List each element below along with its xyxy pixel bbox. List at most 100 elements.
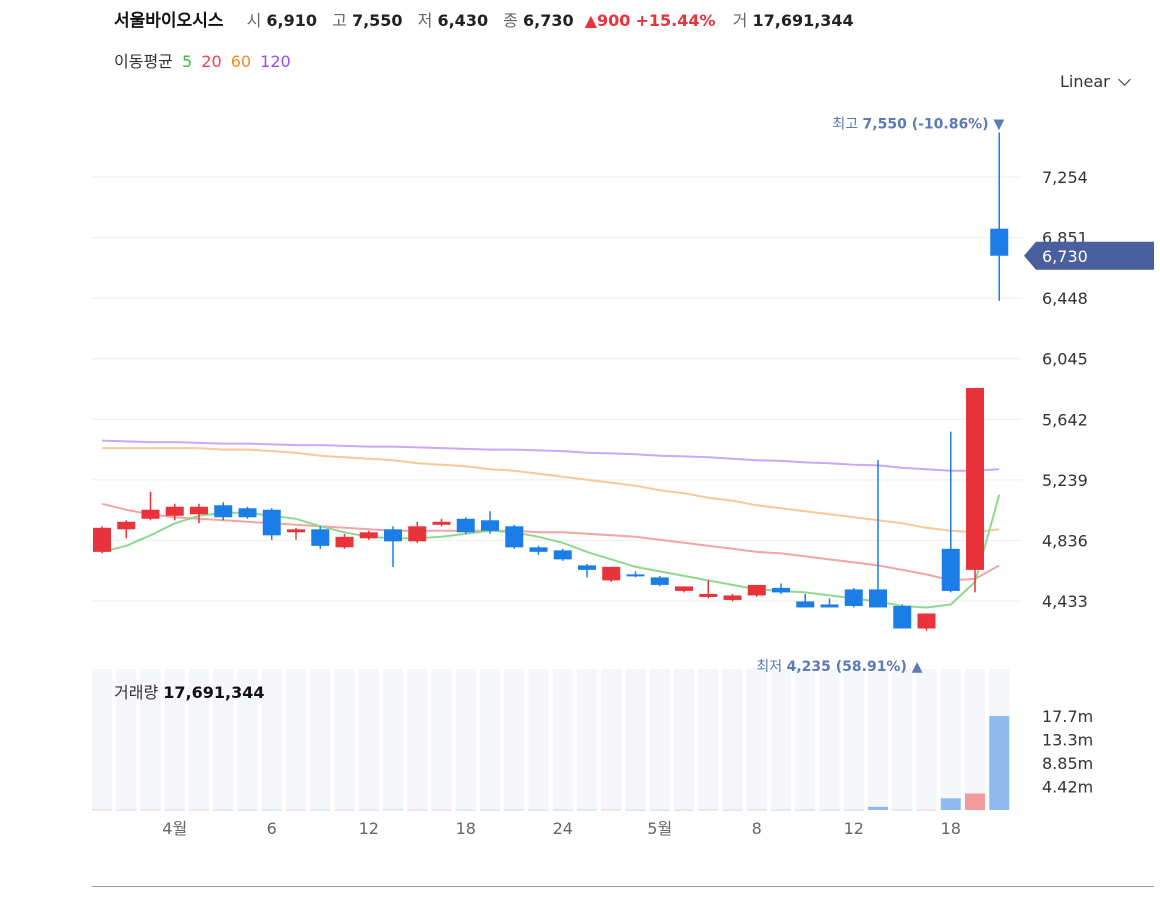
volume-column-bg xyxy=(940,669,961,810)
ma-legend-60[interactable]: 60 xyxy=(230,52,252,71)
ma-legend-20[interactable]: 20 xyxy=(201,52,222,71)
candle-body xyxy=(456,518,475,533)
candle-body xyxy=(772,587,790,593)
candle xyxy=(93,526,111,554)
volume-column-bg xyxy=(140,669,161,810)
ma-legend-5[interactable]: 5 xyxy=(181,52,193,71)
high-label: 고 xyxy=(332,11,347,30)
date-tick-label: 18 xyxy=(456,819,476,838)
volume-column-bg xyxy=(577,669,597,810)
price-tick-label: 5,239 xyxy=(1042,471,1088,490)
volume-column-bg xyxy=(504,669,525,810)
candle xyxy=(359,530,378,540)
volume-bar xyxy=(140,809,161,811)
candle xyxy=(699,580,718,599)
candle-body xyxy=(893,605,912,629)
volume-bar xyxy=(552,809,573,811)
scale-dropdown[interactable]: Linear xyxy=(1060,72,1131,91)
volume-bar xyxy=(92,809,112,811)
volume-column-bg xyxy=(92,669,112,810)
moving-average-ma20 xyxy=(101,502,1000,582)
volume-column-bg xyxy=(819,669,840,810)
volume-bar xyxy=(940,798,961,810)
volume-column-bg xyxy=(383,669,403,810)
volume-bar xyxy=(577,809,597,811)
volume-bar xyxy=(334,809,355,811)
candle xyxy=(941,431,960,593)
candle xyxy=(311,526,330,549)
candle-body xyxy=(481,520,499,531)
volume-column-bg xyxy=(431,669,452,810)
volume-bar xyxy=(164,809,185,811)
date-tick-label: 5월 xyxy=(647,819,672,838)
volume-tick-label: 17.7m xyxy=(1042,707,1093,726)
candle-body xyxy=(141,509,160,519)
moving-average-ma60 xyxy=(102,447,1000,534)
stock-name: 서울바이오시스 xyxy=(114,11,224,31)
volume-bar xyxy=(722,809,743,811)
candles xyxy=(93,132,1009,631)
candle-body xyxy=(505,526,524,548)
volume-bar xyxy=(989,716,1010,810)
candle xyxy=(117,520,136,539)
candle-body xyxy=(675,586,693,591)
candle-body xyxy=(699,593,718,597)
candle-body xyxy=(820,604,839,608)
candle-body xyxy=(917,613,936,629)
current-price-label: 6,730 xyxy=(1042,247,1088,266)
candle-body xyxy=(311,529,330,546)
candle-body xyxy=(650,577,669,585)
volume-bar xyxy=(892,809,913,811)
volume-bar xyxy=(868,806,888,810)
volume-column-bg xyxy=(189,669,209,810)
candle xyxy=(626,571,645,578)
price-tick-label: 5,642 xyxy=(1042,410,1088,429)
volume-bar xyxy=(383,809,403,811)
candle xyxy=(869,460,887,608)
volume-bar xyxy=(843,809,864,811)
open-label: 시 xyxy=(246,11,262,30)
volume-bar xyxy=(407,809,428,811)
volume-bar xyxy=(795,809,816,811)
volume-bar xyxy=(431,809,452,811)
price-tick-label: 6,045 xyxy=(1042,350,1088,369)
change-value: ▲900 xyxy=(584,11,631,30)
volume-bar xyxy=(601,809,622,811)
volume-column-bg xyxy=(358,669,379,810)
volume-bar xyxy=(916,809,937,811)
volume-column-bg xyxy=(698,669,719,810)
volume-column-bg xyxy=(746,669,767,810)
candle-body xyxy=(578,565,596,570)
volume-column-bg xyxy=(601,669,622,810)
candle-body xyxy=(844,589,863,606)
candle xyxy=(553,548,572,561)
candle xyxy=(190,503,208,524)
candle xyxy=(238,506,257,519)
candle xyxy=(141,491,160,521)
candle xyxy=(165,503,184,521)
date-tick-label: 4월 xyxy=(162,819,187,838)
candle xyxy=(578,563,596,578)
candle xyxy=(650,575,669,587)
volume-bar xyxy=(771,809,791,811)
date-tick-label: 24 xyxy=(553,819,573,838)
candle xyxy=(893,604,912,629)
candle-body xyxy=(966,388,984,570)
ma-legend-120[interactable]: 120 xyxy=(260,52,291,71)
candle xyxy=(481,511,499,534)
candle xyxy=(456,517,475,534)
candle xyxy=(820,598,839,608)
volume-column-bg xyxy=(868,669,888,810)
volume-column-bg xyxy=(334,669,355,810)
volume-panel-label: 거래량 17,691,344 xyxy=(114,679,264,703)
candle-body xyxy=(165,506,184,516)
volume-column-bg xyxy=(407,669,428,810)
date-tick-label: 12 xyxy=(359,819,379,838)
stock-header: 서울바이오시스 시 6,910 고 7,550 저 6,430 종 6,730 … xyxy=(114,6,860,31)
volume-bar xyxy=(674,809,694,811)
volume-column-bg xyxy=(795,669,816,810)
candle-body xyxy=(93,527,111,552)
date-tick-label: 12 xyxy=(844,819,864,838)
candle xyxy=(214,502,233,521)
